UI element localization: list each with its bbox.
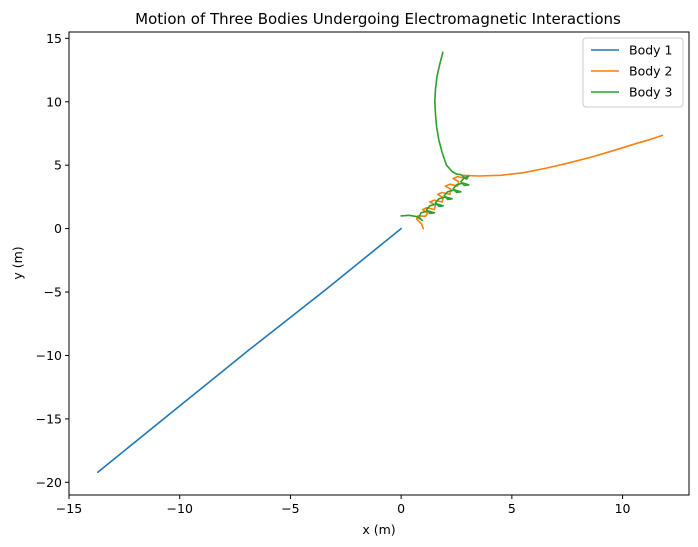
series-line-body-1 (97, 227, 402, 473)
x-tick-label: −10 (167, 501, 193, 516)
x-axis: −15 −10 −5 0 5 10 (56, 495, 631, 516)
legend-box (582, 37, 684, 108)
legend-label-body-1: Body 1 (629, 43, 672, 58)
x-axis-label: x (m) (362, 522, 395, 537)
y-tick-label: −20 (36, 475, 62, 490)
plot-frame (68, 31, 690, 496)
y-axis: −20 −15 −10 −5 0 5 10 15 (36, 31, 69, 490)
legend-label-body-2: Body 2 (629, 64, 672, 79)
y-tick-label: 10 (46, 94, 62, 109)
y-tick-label: 0 (54, 221, 62, 236)
chart-title: Motion of Three Bodies Undergoing Electr… (135, 10, 621, 28)
series-layer (97, 51, 664, 473)
legend: Body 1 Body 2 Body 3 (582, 37, 684, 108)
y-tick-label: −5 (44, 285, 62, 300)
y-tick-label: −15 (36, 411, 62, 426)
legend-label-body-3: Body 3 (629, 85, 672, 100)
x-tick-label: 0 (397, 501, 405, 516)
legend-items: Body 1 Body 2 Body 3 (591, 43, 672, 100)
y-tick-label: 5 (54, 158, 62, 173)
x-tick-label: 5 (508, 501, 516, 516)
x-tick-label: 10 (615, 501, 631, 516)
y-tick-label: −10 (36, 348, 62, 363)
series-line-body-2 (415, 134, 664, 230)
series-line-body-3 (400, 51, 470, 222)
x-tick-label: −15 (56, 501, 82, 516)
y-tick-label: 15 (46, 31, 62, 46)
y-axis-label: y (m) (10, 246, 25, 279)
x-tick-label: −5 (281, 501, 299, 516)
